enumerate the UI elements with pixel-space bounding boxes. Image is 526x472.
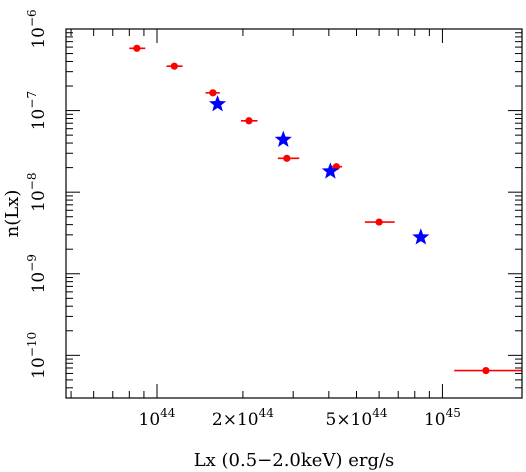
data-point-star bbox=[209, 95, 227, 112]
ticks-layer bbox=[66, 28, 522, 399]
data-point-circle bbox=[283, 154, 291, 162]
x-tick-label-mantissa: 5×10 bbox=[326, 410, 373, 430]
x-tick-label-mantissa: 10 bbox=[424, 410, 446, 430]
x-axis-title: Lx (0.5−2.0keV) erg/s bbox=[194, 450, 395, 471]
y-tick-label-mantissa: 10 bbox=[29, 357, 49, 379]
labels-layer: 1044 2×1044 5×1044 104510−610−710−810−910−1… bbox=[25, 9, 461, 430]
x-tick-label-exponent: 45 bbox=[446, 406, 461, 420]
data-point-star bbox=[274, 130, 292, 147]
y-tick-label-mantissa: 10 bbox=[29, 272, 49, 294]
x-tick-label-mantissa: 10 bbox=[139, 410, 161, 430]
y-tick-label-mantissa: 10 bbox=[29, 190, 49, 212]
y-tick-label-exponent: −7 bbox=[25, 91, 39, 109]
x-tick-label: 5×1044 bbox=[326, 406, 388, 430]
x-tick-label: 1045 bbox=[424, 406, 461, 430]
y-tick-label-mantissa: 10 bbox=[29, 109, 49, 131]
x-tick-label: 2×1044 bbox=[212, 406, 274, 430]
data-point-circle bbox=[170, 62, 178, 70]
y-tick-label: 10−8 bbox=[25, 172, 49, 211]
y-tick-label: 10−10 bbox=[25, 332, 49, 379]
y-axis-title: n(Lx) bbox=[2, 190, 23, 238]
plot-frame bbox=[65, 28, 523, 399]
data-point-circle bbox=[133, 44, 141, 52]
y-tick-label: 10−9 bbox=[25, 254, 49, 293]
y-tick-label-exponent: −8 bbox=[25, 172, 39, 190]
data-point-star bbox=[321, 162, 339, 179]
x-tick-label-mantissa: 2×10 bbox=[212, 410, 259, 430]
y-tick-label-exponent: −6 bbox=[25, 9, 39, 27]
data-point-circle bbox=[482, 367, 490, 375]
data-point-circle bbox=[245, 117, 253, 125]
y-tick-label: 10−7 bbox=[25, 91, 49, 130]
y-tick-label-mantissa: 10 bbox=[29, 27, 49, 49]
x-tick-label-exponent: 44 bbox=[160, 406, 176, 420]
data-layer bbox=[129, 44, 522, 375]
data-point-circle bbox=[209, 89, 217, 97]
data-point-circle bbox=[375, 218, 383, 226]
x-tick-label: 1044 bbox=[139, 406, 176, 430]
x-tick-label-exponent: 44 bbox=[372, 406, 388, 420]
y-tick-label-exponent: −9 bbox=[25, 254, 39, 272]
y-tick-label: 10−6 bbox=[25, 9, 49, 48]
y-tick-label-exponent: −10 bbox=[25, 332, 39, 357]
data-point-star bbox=[412, 228, 430, 245]
x-tick-label-exponent: 44 bbox=[259, 406, 275, 420]
